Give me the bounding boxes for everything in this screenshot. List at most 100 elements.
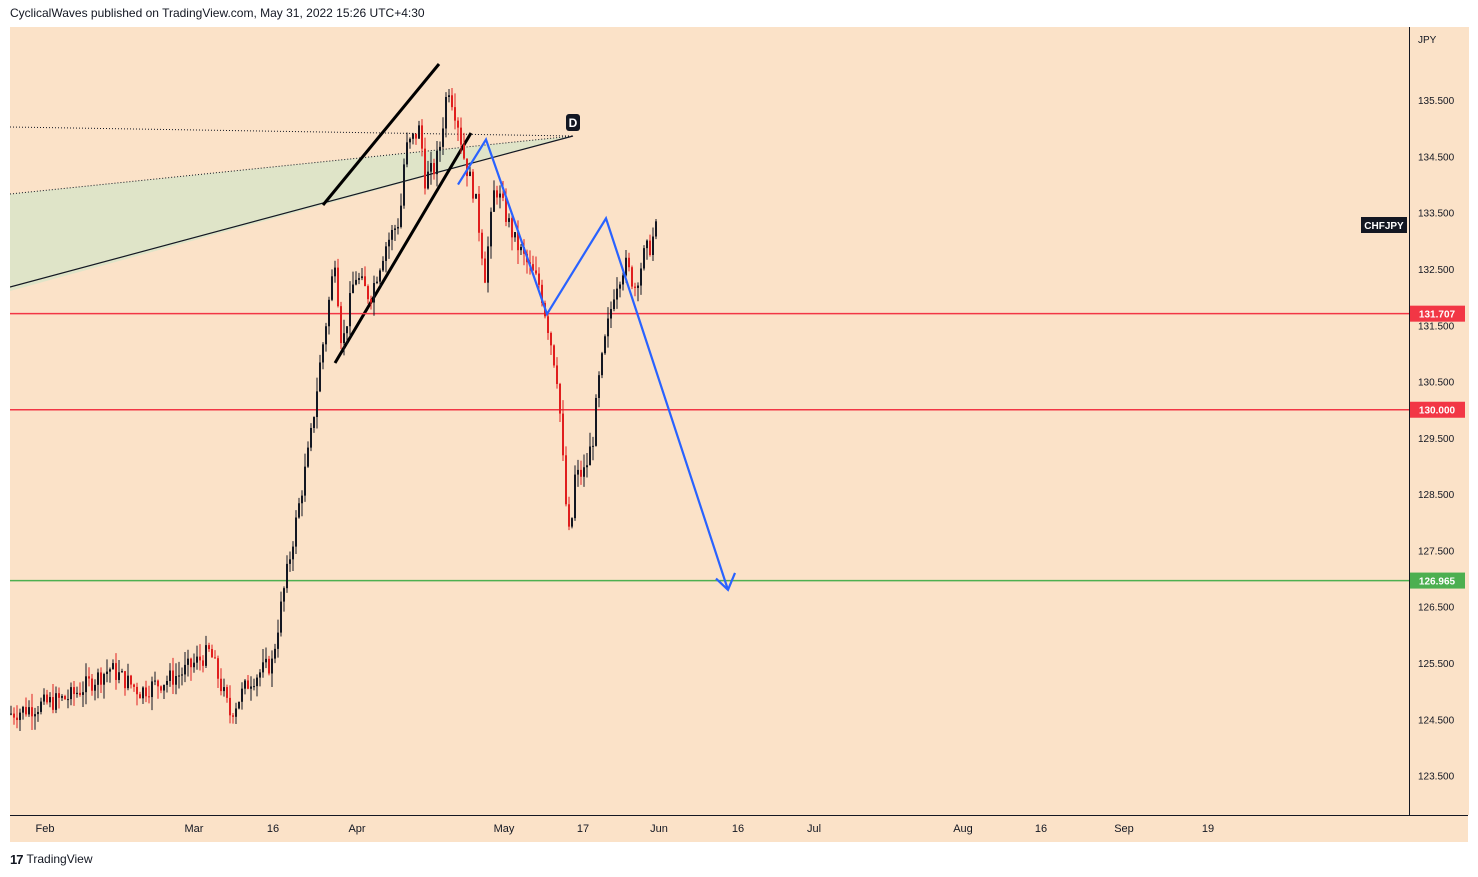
candle-body	[613, 299, 615, 309]
candle-body	[331, 276, 333, 300]
wedge-fill	[10, 136, 573, 291]
chart-plot-area[interactable]: D CHFJPY	[10, 27, 1409, 815]
candle-body	[403, 164, 405, 206]
candle-body	[166, 680, 168, 685]
candle-body	[10, 713, 12, 715]
candle-body	[325, 326, 327, 345]
candle-body	[592, 445, 594, 447]
candle-body	[97, 672, 99, 685]
candle-body	[484, 258, 486, 283]
candle-body	[364, 276, 366, 287]
candle-body	[262, 662, 264, 673]
candle-body	[559, 383, 561, 414]
candle-body	[598, 375, 600, 398]
candle-body	[103, 674, 105, 685]
y-tick-label: 128.500	[1418, 490, 1455, 501]
candle-body	[415, 133, 417, 139]
tradingview-brand: TradingView	[26, 852, 93, 866]
candle-body	[442, 128, 444, 147]
candle-body	[394, 228, 396, 230]
candle-body	[37, 711, 39, 715]
candle-body	[160, 686, 162, 691]
candle-body	[472, 171, 474, 199]
candle-body	[487, 246, 489, 283]
candle-body	[475, 193, 477, 199]
candle-body	[244, 680, 246, 689]
candle-body	[610, 308, 612, 319]
candle-body	[640, 268, 642, 286]
candle-body	[385, 246, 387, 261]
candle-body	[16, 717, 18, 721]
candle-body	[601, 353, 603, 376]
x-tick-label: 16	[732, 823, 744, 835]
candle-body	[565, 455, 567, 505]
candle-body	[49, 697, 51, 703]
candle-body	[511, 218, 513, 238]
candle-body	[367, 286, 369, 300]
candle-body	[28, 707, 30, 715]
candle-body	[109, 669, 111, 672]
candle-body	[622, 275, 624, 285]
candle-body	[253, 686, 255, 688]
candle-body	[505, 197, 507, 222]
candle-body	[451, 95, 453, 108]
x-tick-label: Mar	[185, 823, 204, 835]
candle-body	[313, 417, 315, 428]
candle-body	[58, 693, 60, 698]
candle-body	[352, 284, 354, 294]
candle-body	[361, 276, 363, 279]
candle-body	[568, 504, 570, 527]
candle-body	[40, 701, 42, 712]
candle-body	[25, 706, 27, 715]
candle-body	[421, 125, 423, 149]
price-axis[interactable]: JPY 135.500 134.500 133.500 132.500 131.500 13…	[1409, 27, 1469, 815]
candle-body	[376, 281, 378, 284]
y-tick-label: 134.500	[1418, 152, 1455, 163]
candle-body	[328, 299, 330, 327]
candle-body	[13, 713, 15, 718]
x-tick-label: Jul	[807, 823, 821, 835]
candle-body	[214, 657, 216, 659]
candle-body	[277, 632, 279, 649]
candle-body	[616, 288, 618, 300]
x-tick-label: Jun	[650, 823, 668, 835]
candle-body	[100, 672, 102, 685]
candle-body	[649, 240, 651, 256]
x-tick-label: 17	[577, 823, 589, 835]
candle-body	[52, 697, 54, 710]
candle-body	[217, 658, 219, 679]
candle-body	[460, 127, 462, 145]
candle-body	[628, 257, 630, 268]
candle-body	[349, 293, 351, 327]
candle-body	[478, 193, 480, 233]
candle-body	[586, 465, 588, 468]
candle-body	[370, 299, 372, 303]
symbol-tag-badge	[1361, 217, 1407, 233]
candle-body	[310, 427, 312, 448]
candle-body	[271, 658, 273, 674]
candle-body	[619, 284, 621, 289]
time-axis[interactable]: Feb Mar 16 Apr May 17 Jun 16 Jul Aug 16 Sep 19	[10, 815, 1468, 842]
candle-body	[292, 546, 294, 560]
candle-body	[259, 672, 261, 678]
candle-body	[130, 675, 132, 685]
candle-body	[583, 467, 585, 477]
candle-body	[439, 146, 441, 151]
candle-body	[67, 699, 69, 701]
candle-body	[346, 326, 348, 334]
candle-body	[406, 142, 408, 165]
candle-body	[184, 664, 186, 675]
candle-body	[145, 687, 147, 697]
candle-body	[373, 283, 375, 303]
candle-body	[136, 686, 138, 695]
candle-body	[316, 391, 318, 418]
candle-body	[148, 696, 150, 698]
candle-body	[202, 660, 204, 666]
currency-label: JPY	[1418, 35, 1437, 46]
candle-body	[178, 675, 180, 677]
x-tick-label: Feb	[36, 823, 55, 835]
candle-body	[187, 658, 189, 665]
tradingview-footer[interactable]: 17 TradingView	[10, 850, 93, 868]
candle-body	[607, 318, 609, 337]
chart-svg: D CHFJPY	[10, 63, 1409, 732]
